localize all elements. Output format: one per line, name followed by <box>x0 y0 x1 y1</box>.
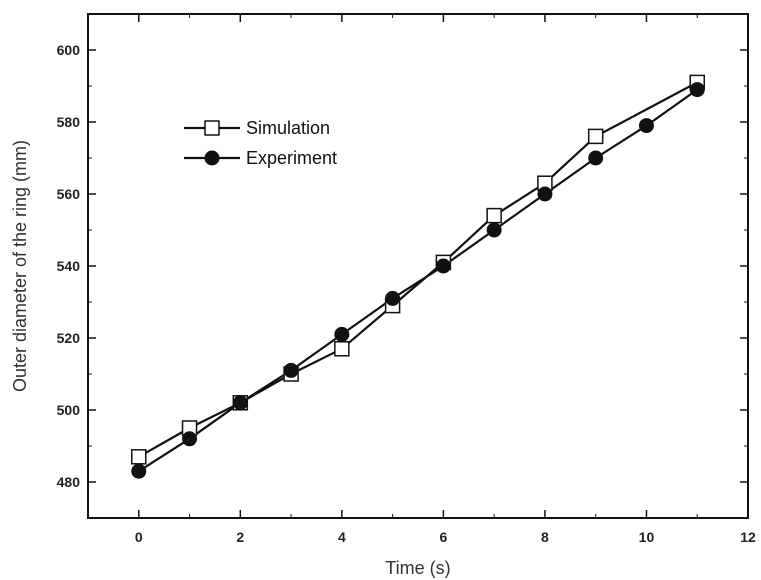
simulation-point <box>334 341 350 357</box>
series-line-simulation <box>138 81 698 458</box>
experiment-point <box>638 118 654 134</box>
axes: 0 2 4 6 8 10 12 480 500 520 540 560 580 600 <box>57 13 756 545</box>
y-axis-label: Outer diameter of the ring (mm) <box>10 140 30 392</box>
x-axis-label: Time (s) <box>385 558 450 578</box>
y-tick-label: 500 <box>57 402 81 418</box>
x-tick-label: 2 <box>236 529 244 545</box>
experiment-point <box>435 258 451 274</box>
experiment-point <box>385 290 401 306</box>
simulation-point <box>131 449 147 465</box>
y-tick-label: 540 <box>57 258 81 274</box>
y-tick-label: 480 <box>57 474 81 490</box>
series-line-experiment <box>138 88 698 473</box>
experiment-point <box>334 326 350 342</box>
experiment-point <box>689 82 705 98</box>
y-tick-label: 520 <box>57 330 81 346</box>
simulation-point <box>486 207 502 224</box>
x-tick-label: 0 <box>135 529 143 545</box>
simulation-point <box>587 128 604 145</box>
legend-label: Simulation <box>246 118 330 138</box>
x-tick-label: 12 <box>740 529 756 545</box>
experiment-point <box>588 150 604 166</box>
experiment-point <box>537 186 553 202</box>
legend-label: Experiment <box>246 148 337 168</box>
experiment-point <box>232 395 248 411</box>
x-tick-label: 10 <box>639 529 655 545</box>
x-tick-label: 8 <box>541 529 549 545</box>
y-tick-label: 600 <box>57 42 81 58</box>
legend: Simulation Experiment <box>184 118 337 168</box>
x-tick-label: 6 <box>439 529 447 545</box>
experiment-point <box>182 431 198 447</box>
y-tick-label: 580 <box>57 114 81 130</box>
x-tick-label: 4 <box>338 529 346 545</box>
series-layer <box>131 74 705 479</box>
simulation-point <box>204 120 220 136</box>
experiment-point <box>283 362 299 378</box>
experiment-point <box>204 150 220 166</box>
experiment-point <box>131 463 147 479</box>
y-tick-label: 560 <box>57 186 81 202</box>
experiment-point <box>486 222 502 238</box>
